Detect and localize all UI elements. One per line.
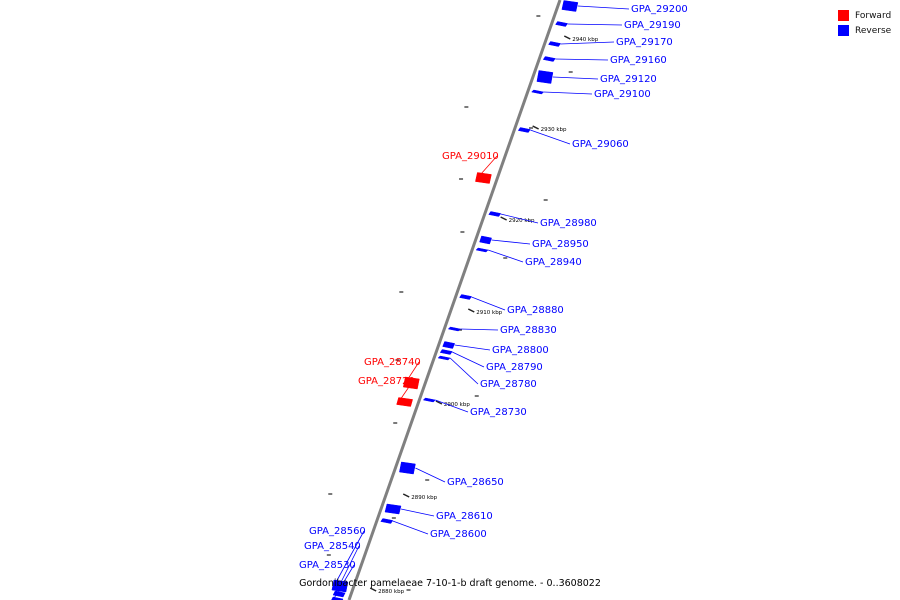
gene-block-gpa_29100: [531, 89, 545, 95]
gene-leader-line: [392, 520, 429, 535]
gene-label-gpa_29060: GPA_29060: [572, 139, 629, 150]
scale-tick: [369, 587, 377, 592]
gene-label-gpa_28800: GPA_28800: [492, 345, 549, 356]
gene-block-gpa_28730: [422, 397, 436, 403]
gene-label-gpa_28830: GPA_28830: [500, 325, 557, 336]
scale-label: 2940 kbp: [572, 37, 598, 43]
gene-leader-line: [452, 351, 485, 368]
gene-leader-line: [567, 23, 623, 26]
forward-swatch: [838, 10, 849, 21]
gene-label-gpa_28790: GPA_28790: [486, 362, 543, 373]
gene-block-gpa_28980: [488, 211, 502, 217]
gene-leader-line: [460, 328, 499, 331]
gene-block-gpa_29170: [548, 41, 561, 47]
reverse-swatch: [838, 25, 849, 36]
scale-label: 2880 kbp: [378, 589, 404, 595]
scale-tick: [435, 400, 443, 405]
gene-block-gpa_28650: [399, 461, 416, 475]
gene-label-gpa_29190: GPA_29190: [624, 20, 681, 31]
gene-label-gpa_28540: GPA_28540: [304, 541, 361, 552]
gene-leader-line: [487, 249, 524, 263]
gene-label-gpa_29100: GPA_29100: [594, 89, 651, 100]
gene-label-gpa_29160: GPA_29160: [610, 55, 667, 66]
gene-leader-line: [435, 399, 469, 413]
gene-leader-line: [333, 530, 365, 587]
gene-leader-line: [449, 357, 479, 385]
gene-label-gpa_28730: GPA_28730: [470, 407, 527, 418]
gene-leader-line: [560, 41, 615, 45]
gene-label-gpa_28780: GPA_28780: [480, 379, 537, 390]
gene-leader-line: [543, 91, 593, 95]
gene-label-gpa_28940: GPA_28940: [525, 257, 582, 268]
gene-leader-line: [334, 545, 360, 595]
gene-block-gpa_28790: [439, 349, 453, 355]
gene-label-gpa_28560: GPA_28560: [309, 526, 366, 537]
gene-label-gpa_28610: GPA_28610: [436, 511, 493, 522]
scale-label: 2920 kbp: [509, 218, 535, 224]
scale-tick: [563, 35, 571, 40]
gene-block-gpa_28830: [447, 326, 461, 332]
gene-label-gpa_28530: GPA_28530: [299, 560, 356, 571]
gene-leader-line: [477, 155, 498, 179]
gene-label-gpa_28740: GPA_28740: [364, 357, 421, 368]
gene-label-gpa_29010: GPA_29010: [442, 151, 499, 162]
gene-block-gpa_28600: [380, 518, 394, 524]
gene-leader-line: [577, 5, 630, 10]
gene-leader-line: [555, 58, 609, 61]
scale-label: 2910 kbp: [476, 310, 502, 316]
genome-caption: Gordonibacter pamelaeae 7-10-1-b draft g…: [299, 578, 601, 589]
gene-label-gpa_29120: GPA_29120: [600, 74, 657, 85]
scale-label: 2900 kbp: [444, 402, 470, 408]
gene-leader-line: [404, 361, 420, 384]
scale-tick: [500, 216, 507, 221]
gene-block-gpa_28880: [459, 294, 472, 300]
gene-leader-line: [400, 508, 435, 517]
legend-label-forward: Forward: [855, 10, 892, 21]
gene-label-gpa_28980: GPA_28980: [540, 218, 597, 229]
legend-label-reverse: Reverse: [855, 25, 892, 36]
gene-leader-line: [454, 344, 491, 351]
gene-label-gpa_28720: GPA_28720: [358, 376, 415, 387]
gene-label-gpa_28950: GPA_28950: [532, 239, 589, 250]
gene-block-gpa_28800: [442, 341, 456, 349]
gene-leader-line: [491, 239, 531, 245]
gene-leader-line: [552, 76, 599, 80]
gene-leader-line: [471, 296, 506, 311]
gene-block-gpa_29200: [561, 0, 579, 12]
genome-axis-line: [347, 0, 562, 600]
gene-label-gpa_29170: GPA_29170: [616, 37, 673, 48]
gene-label-gpa_28650: GPA_28650: [447, 477, 504, 488]
legend-item-forward: Forward: [838, 8, 891, 23]
gene-leader-line: [500, 213, 539, 224]
scale-tick: [467, 308, 475, 313]
scale-label: 2890 kbp: [411, 495, 437, 501]
gene-block-gpa_29160: [542, 56, 556, 62]
gene-block-gpa_29060: [517, 127, 531, 133]
scale-tick: [532, 125, 539, 130]
gene-block-gpa_28940: [475, 247, 489, 253]
scale-tick: [402, 493, 410, 498]
scale-label: 2930 kbp: [541, 127, 567, 133]
gene-label-gpa_28600: GPA_28600: [430, 529, 487, 540]
legend-item-reverse: Reverse: [838, 23, 891, 38]
gene-label-gpa_28880: GPA_28880: [507, 305, 564, 316]
gene-leader-line: [332, 564, 355, 600]
gene-label-gpa_29200: GPA_29200: [631, 4, 688, 15]
gene-block-gpa_28950: [479, 235, 492, 245]
gene-leader-line: [530, 129, 571, 145]
gene-block-gpa_29120: [536, 70, 554, 84]
gene-leader-line: [398, 380, 414, 403]
gene-block-gpa_29190: [555, 21, 568, 27]
strand-legend: Forward Reverse: [838, 8, 891, 38]
gene-block-gpa_28610: [384, 503, 402, 515]
gene-block-gpa_28780: [437, 355, 451, 361]
gene-leader-line: [415, 467, 446, 483]
